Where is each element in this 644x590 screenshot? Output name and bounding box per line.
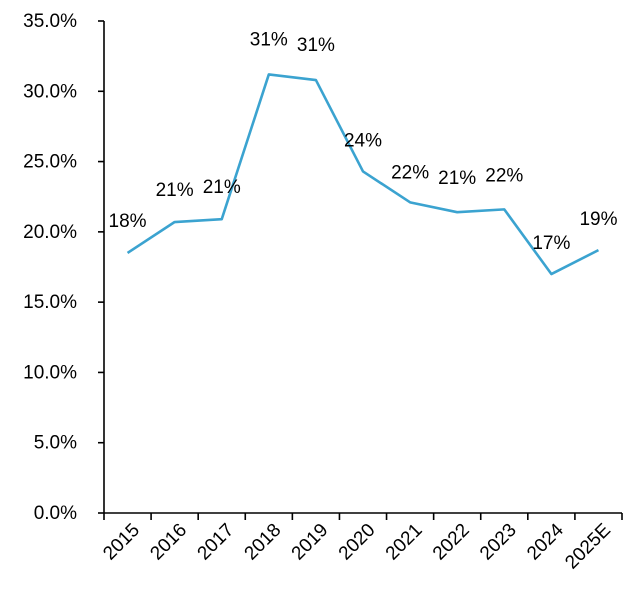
data-label: 18% (109, 211, 147, 232)
x-tick-label: 2018 (241, 520, 286, 565)
data-label: 22% (391, 162, 429, 183)
y-tick-label: 15.0% (23, 292, 77, 313)
x-tick-label: 2025E (561, 520, 615, 574)
y-tick-label: 0.0% (34, 503, 77, 524)
x-axis: 2015 2016 2017 2018 2019 2020 2021 2022 2023 2024… (99, 512, 623, 574)
x-tick-label: 2019 (288, 520, 333, 565)
y-tick-label: 10.0% (23, 362, 77, 383)
y-tick-label: 5.0% (34, 433, 77, 454)
x-tick-label: 2015 (99, 520, 144, 565)
data-label: 31% (250, 29, 288, 50)
y-tick-label: 25.0% (23, 152, 77, 173)
data-label: 21% (438, 168, 476, 189)
x-tick-label: 2021 (382, 520, 427, 565)
data-label: 22% (485, 165, 523, 186)
data-label: 17% (532, 233, 570, 254)
x-tick-label: 2017 (194, 520, 239, 565)
x-tick-label: 2016 (146, 520, 191, 565)
y-axis: 0.0% 5.0% 10.0% 15.0% 20.0% 25.0% 30.0% 35.0% (23, 11, 105, 524)
y-tick-label: 30.0% (23, 81, 77, 102)
data-label: 24% (344, 130, 382, 151)
x-tick-label: 2022 (429, 520, 474, 565)
x-tick-label: 2023 (476, 520, 521, 565)
data-labels: 18% 21% 21% 31% 31% 24% 22% 21% 22% 17% 19% (109, 29, 618, 254)
x-tick-label: 2020 (335, 520, 380, 565)
series-group (126, 73, 600, 276)
y-tick-label: 20.0% (23, 222, 77, 243)
data-label: 31% (297, 35, 335, 56)
y-tick-label: 35.0% (23, 11, 77, 32)
data-label: 21% (203, 177, 241, 198)
data-label: 19% (579, 209, 617, 230)
data-label: 21% (156, 180, 194, 201)
series-line (126, 73, 600, 276)
